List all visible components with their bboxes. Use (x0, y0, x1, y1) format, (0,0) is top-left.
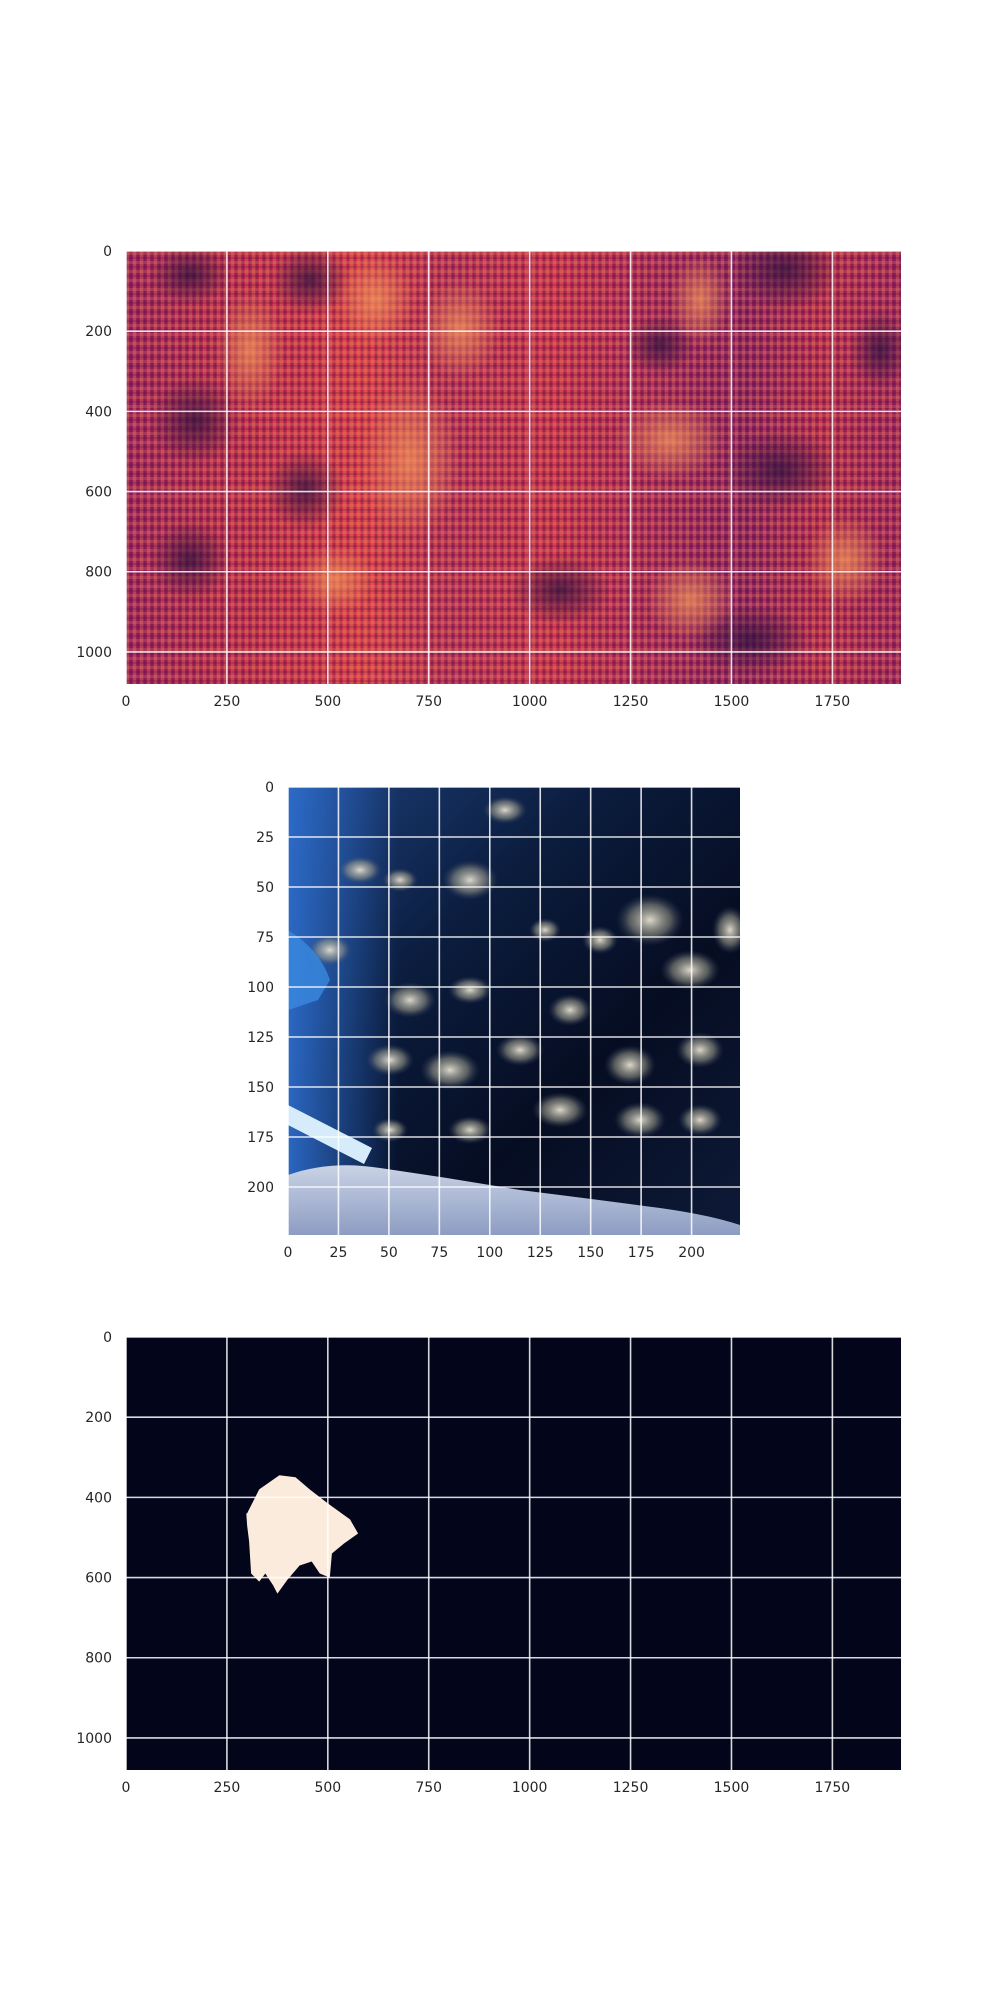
heatmap-1-gridlines (125, 250, 901, 684)
y-tick-label: 800 (85, 1651, 112, 1667)
y-tick-label: 175 (247, 1130, 274, 1146)
y-tick-label: 150 (247, 1080, 274, 1096)
x-tick-label: 125 (527, 1245, 554, 1261)
x-tick-label: 1500 (714, 694, 750, 710)
heatmap-1-x-ticks: 0 250 500 750 1000 1250 1500 1750 (122, 694, 851, 710)
y-tick-label: 50 (256, 880, 274, 896)
x-tick-label: 500 (314, 1780, 341, 1796)
x-tick-label: 1000 (512, 1780, 548, 1796)
x-tick-label: 150 (577, 1245, 604, 1261)
x-tick-label: 750 (415, 1780, 442, 1796)
mask-y-ticks: 0 200 400 600 800 1000 (76, 1330, 112, 1747)
y-tick-label: 800 (85, 565, 112, 581)
mask-x-ticks: 0 250 500 750 1000 1250 1500 1750 (122, 1780, 851, 1796)
y-tick-label: 400 (85, 1490, 112, 1506)
image-y-ticks: 0 25 50 75 100 125 150 175 200 (247, 780, 274, 1196)
x-tick-label: 25 (330, 1245, 348, 1261)
x-tick-label: 250 (214, 694, 241, 710)
y-tick-label: 600 (85, 485, 112, 501)
y-tick-label: 125 (247, 1030, 274, 1046)
x-tick-label: 1750 (815, 694, 851, 710)
underwater-photo (288, 787, 740, 1235)
x-tick-label: 100 (476, 1245, 503, 1261)
x-tick-label: 175 (628, 1245, 655, 1261)
x-tick-label: 500 (314, 694, 341, 710)
x-tick-label: 0 (122, 694, 131, 710)
panel-1-heatmap: 0 250 500 750 1000 1250 1500 1750 0 200 400 600 800… (76, 244, 901, 710)
image-x-ticks: 0 25 50 75 100 125 150 175 200 (284, 1245, 705, 1261)
x-tick-label: 1250 (613, 1780, 649, 1796)
y-tick-label: 1000 (76, 1731, 112, 1747)
y-tick-label: 200 (85, 1410, 112, 1426)
x-tick-label: 200 (678, 1245, 705, 1261)
x-tick-label: 750 (415, 694, 442, 710)
mask-background (126, 1337, 901, 1770)
x-tick-label: 1750 (815, 1780, 851, 1796)
y-tick-label: 400 (85, 404, 112, 420)
x-tick-label: 1000 (512, 694, 548, 710)
image-gridlines (287, 786, 740, 1235)
panel-3-mask: 0 250 500 750 1000 1250 1500 1750 0 200 400 600 800… (76, 1330, 901, 1796)
x-tick-label: 50 (380, 1245, 398, 1261)
x-tick-label: 1250 (613, 694, 649, 710)
y-tick-label: 0 (103, 1330, 112, 1346)
y-tick-label: 25 (256, 830, 274, 846)
x-tick-label: 0 (284, 1245, 293, 1261)
y-tick-label: 0 (103, 244, 112, 260)
y-tick-label: 100 (247, 980, 274, 996)
y-tick-label: 1000 (76, 645, 112, 661)
y-tick-label: 200 (247, 1180, 274, 1196)
mask-gridlines (125, 1336, 901, 1770)
y-tick-label: 75 (256, 930, 274, 946)
y-tick-label: 200 (85, 324, 112, 340)
x-tick-label: 0 (122, 1780, 131, 1796)
panel-2-image: 0 25 50 75 100 125 150 175 200 0 25 50 75 100 125 150 1… (247, 780, 740, 1261)
x-tick-label: 250 (214, 1780, 241, 1796)
heatmap-1-y-ticks: 0 200 400 600 800 1000 (76, 244, 112, 661)
mask-region (246, 1475, 359, 1594)
y-tick-label: 0 (265, 780, 274, 796)
x-tick-label: 1500 (714, 1780, 750, 1796)
y-tick-label: 600 (85, 1571, 112, 1587)
x-tick-label: 75 (430, 1245, 448, 1261)
